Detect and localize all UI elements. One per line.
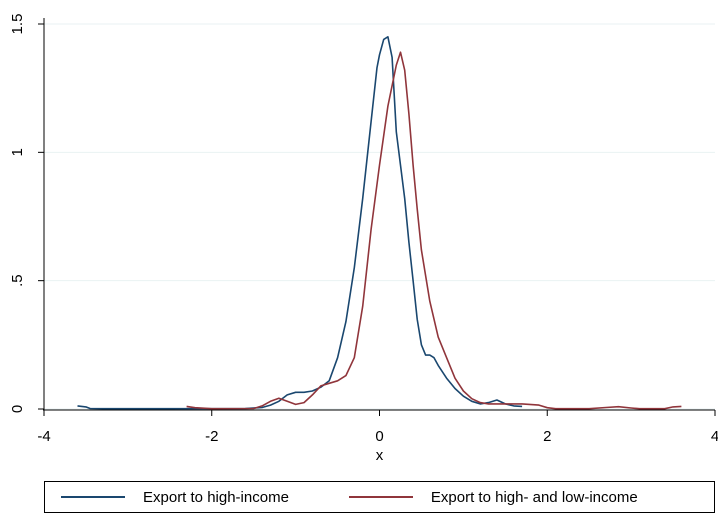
tick-labels: 0 .5 1 1.5 -4 -2 0 2 4 <box>9 14 718 445</box>
legend-swatch-high-income <box>61 496 125 498</box>
y-tick-label: 1 <box>9 148 26 156</box>
legend-item-high-low-income: Export to high- and low-income <box>348 488 638 506</box>
axes <box>38 18 716 416</box>
x-tick-label: 0 <box>375 428 383 445</box>
legend-swatch-high-low-income <box>348 496 413 498</box>
x-tick-label: -4 <box>37 428 50 445</box>
y-tick-label: .5 <box>9 274 26 287</box>
legend: Export to high-income Export to high- an… <box>44 481 715 513</box>
x-tick-label: 4 <box>711 428 718 445</box>
series-line-high-income <box>77 36 523 410</box>
grid-lines <box>44 23 715 410</box>
legend-label-high-income: Export to high-income <box>143 488 289 506</box>
density-chart: 0 .5 1 1.5 -4 -2 0 2 4 x <box>9 14 718 464</box>
series-line-high-low-income <box>186 51 682 410</box>
y-tick-label: 0 <box>9 405 26 413</box>
x-tick-label: -2 <box>205 428 218 445</box>
x-tick-label: 2 <box>543 428 551 445</box>
legend-label-high-low-income: Export to high- and low-income <box>430 488 638 506</box>
legend-item-high-income: Export to high-income <box>61 489 289 506</box>
y-tick-label: 1.5 <box>9 14 26 35</box>
series-lines <box>77 36 682 410</box>
x-axis-title: x <box>376 447 384 464</box>
